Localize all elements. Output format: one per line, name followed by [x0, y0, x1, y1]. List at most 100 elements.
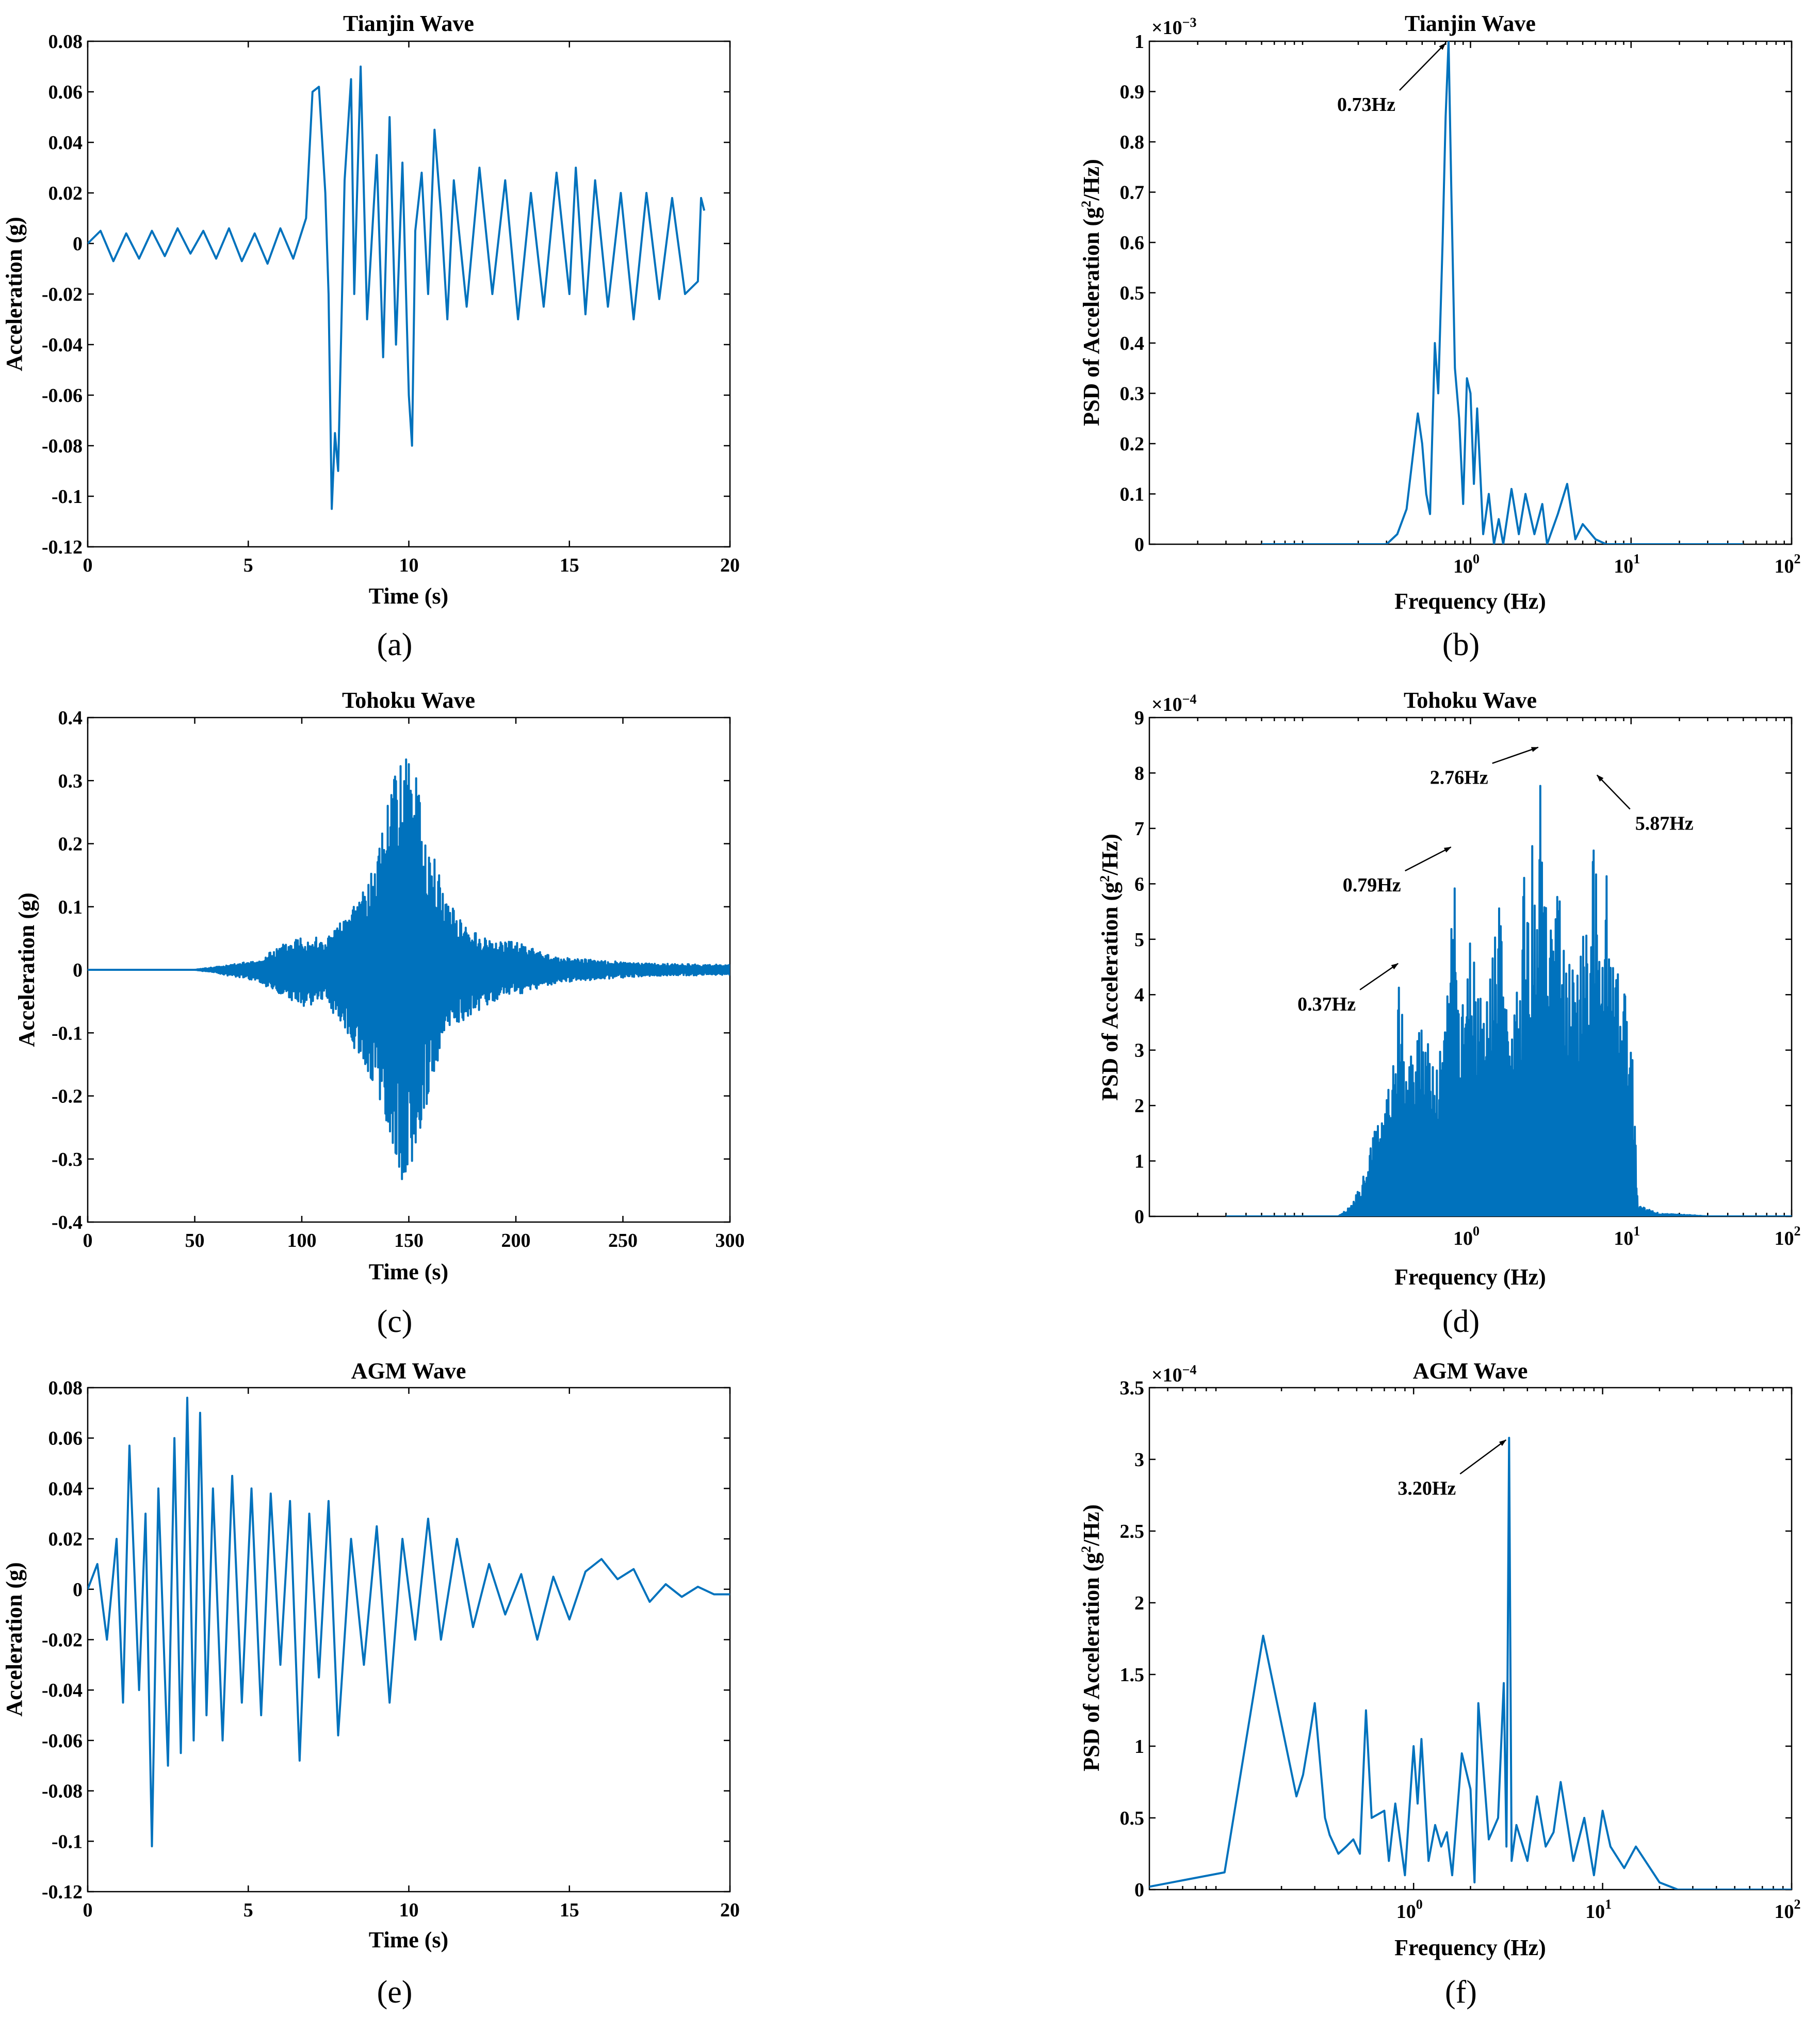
panel-b-series — [1261, 41, 1744, 544]
panel-e-ytick-label: -0.12 — [42, 1881, 83, 1903]
panel-d-ytick-label: 9 — [1134, 707, 1144, 729]
panel-a-ytick-label: 0.04 — [48, 132, 83, 154]
panel-a-xtick-label: 20 — [720, 555, 740, 576]
panel-a-xtick-label: 15 — [560, 555, 579, 576]
panel-d-ylabel-pre: PSD of Acceleration (g — [1097, 882, 1123, 1101]
panel-e-xtick-label: 5 — [243, 1899, 253, 1921]
panel-e-xtick-label: 15 — [560, 1899, 579, 1921]
panel-d-annotation-label: 5.87Hz — [1635, 812, 1694, 834]
panel-f-annotation-arrow — [1459, 1439, 1507, 1475]
panel-b-ytick-label: 1 — [1134, 31, 1144, 53]
panel-b-ytick-label: 0.3 — [1120, 383, 1145, 405]
panel-c-ylabel: Acceleration (g) — [14, 892, 39, 1047]
panel-b-series-line — [1261, 41, 1744, 544]
panel-f-plot: 0 0.5 1 1.5 2 2.5 3 3.5 100 101 102 3.20Hz — [1120, 1377, 1801, 1923]
panel-c-xtick-label: 100 — [287, 1230, 317, 1251]
panel-b-ytick-label: 0 — [1134, 534, 1144, 556]
panel-b-xtick-label: 100 — [1453, 551, 1480, 577]
panel-a-ytick-label: 0.02 — [48, 183, 83, 204]
panel-b-ylabel-post: /Hz) — [1079, 159, 1104, 201]
panel-c-xtick-label: 150 — [394, 1230, 424, 1251]
panel-d-annotation-label: 2.76Hz — [1430, 767, 1488, 789]
panel-d-ytick-label: 7 — [1134, 818, 1144, 840]
panel-e-ytick-label: 0 — [73, 1579, 83, 1601]
panel-d-title: Tohoku Wave — [1404, 688, 1537, 713]
panel-f-ylabel-post: /Hz) — [1079, 1504, 1104, 1547]
panel-a-ytick-label: -0.06 — [42, 385, 83, 406]
panel-a-texts: Tianjin Wave Time (s) Acceleration (g) (… — [2, 11, 474, 662]
panel-d-ytick-label: 6 — [1134, 873, 1144, 895]
panel-c-xtick-label: 300 — [716, 1230, 745, 1251]
panel-f-xtick-label: 101 — [1585, 1897, 1612, 1923]
panel-d-xlabel: Frequency (Hz) — [1394, 1264, 1546, 1290]
panel-d-xtick-label: 100 — [1453, 1224, 1480, 1249]
panel-f-xtick-label: 100 — [1396, 1897, 1423, 1923]
panel-c-series-line — [88, 758, 730, 1180]
panel-a-axes-box — [87, 40, 731, 548]
panel-a-plot: -0.12 -0.1 -0.08 -0.06 -0.04 -0.02 0 0.02 0.04 0.… — [42, 31, 740, 576]
panel-f-ylabel: PSD of Acceleration (g2/Hz) — [1079, 1504, 1104, 1771]
panel-a-xtick-label: 10 — [399, 555, 419, 576]
panel-a-xtick-label: 0 — [83, 555, 93, 576]
panel-e-plot: -0.12 -0.1 -0.08 -0.06 -0.04 -0.02 0 0.02 0.04 0.… — [42, 1377, 740, 1921]
panel-c-ytick-label: -0.2 — [52, 1086, 83, 1108]
panel-e-label: (e) — [377, 1975, 413, 2010]
panel-d-xtick-label: 102 — [1775, 1224, 1801, 1249]
panel-f-exponent-base: ×10 — [1151, 1364, 1182, 1386]
panel-f-label: (f) — [1445, 1975, 1477, 2010]
panel-c-xlabel: Time (s) — [369, 1259, 448, 1284]
panel-d-ytick-label: 8 — [1134, 762, 1144, 784]
panel-f-exponent: ×10−4 — [1151, 1362, 1196, 1386]
panel-c-plot: -0.4 -0.3 -0.2 -0.1 0 0.1 0.2 0.3 0.4 0 50 100 150 20… — [52, 707, 745, 1251]
panel-e-series — [88, 1396, 730, 1848]
panel-f-ylabel-sup: 2 — [1079, 1546, 1094, 1553]
panel-c-ytick-label: 0.4 — [58, 707, 83, 729]
panel-d-ytick-label: 1 — [1134, 1151, 1144, 1173]
panel-c-ytick-label: -0.1 — [52, 1022, 83, 1044]
panel-f-ytick-label: 1.5 — [1120, 1664, 1145, 1686]
panel-b-exponent: ×10−3 — [1151, 15, 1196, 39]
panel-c-ytick-label: 0.2 — [58, 834, 83, 855]
panel-e-texts: AGM Wave Time (s) Acceleration (g) (e) — [2, 1358, 466, 2010]
panel-a-ytick-label: -0.12 — [42, 536, 83, 558]
panel-e-ytick-label: -0.04 — [42, 1680, 83, 1701]
panel-d-exponent-base: ×10 — [1151, 694, 1182, 715]
panel-c-ytick-label: 0.3 — [58, 770, 83, 792]
panel-d-ytick-label: 2 — [1134, 1095, 1144, 1117]
panel-e-xlabel: Time (s) — [369, 1927, 448, 1953]
panel-e-xtick-label: 20 — [720, 1899, 740, 1921]
panel-f-ytick-label: 0 — [1134, 1879, 1144, 1901]
panel-b-annotation-arrow — [1399, 43, 1446, 91]
panel-f-ytick-label: 3.5 — [1120, 1377, 1145, 1399]
panel-e-axes-box — [87, 1387, 731, 1893]
panel-b-annotation-label: 0.73Hz — [1337, 94, 1395, 116]
panel-e-ytick-label: 0.04 — [48, 1478, 83, 1500]
panel-b-exponent-power: −3 — [1182, 15, 1197, 30]
panel-c-xtick-label: 250 — [608, 1230, 638, 1251]
panel-f-exponent-power: −4 — [1182, 1362, 1197, 1377]
panel-b-ytick-label: 0.9 — [1120, 82, 1145, 103]
panel-f-ytick-label: 3 — [1134, 1449, 1144, 1471]
panel-a-series — [88, 66, 706, 510]
panel-d-ytick-label: 3 — [1134, 1040, 1144, 1062]
panel-a-ytick-label: 0.06 — [48, 82, 83, 103]
panel-f-ylabel-pre: PSD of Acceleration (g — [1079, 1553, 1104, 1771]
panel-e-ylabel: Acceleration (g) — [2, 1562, 27, 1716]
panel-d-ylabel-sup: 2 — [1097, 875, 1112, 882]
panel-d-ylabel-post: /Hz) — [1097, 834, 1123, 876]
panel-e-ytick-label: -0.1 — [52, 1831, 83, 1852]
panel-f-title: AGM Wave — [1413, 1358, 1528, 1384]
panel-a-series-line — [88, 66, 706, 510]
panel-a-ytick-label: 0.08 — [48, 31, 83, 53]
panel-e-ytick-label: -0.08 — [42, 1781, 83, 1802]
panel-d-label: (d) — [1442, 1304, 1480, 1339]
panel-c-ytick-label: -0.3 — [52, 1149, 83, 1170]
panel-c-texts: Tohoku Wave Time (s) Acceleration (g) (c… — [14, 688, 475, 1339]
panel-d-series-line — [1225, 785, 1792, 1216]
panel-a-title: Tianjin Wave — [343, 11, 474, 36]
panel-d-annotation-label: 0.37Hz — [1297, 994, 1356, 1015]
panel-b-ytick-label: 0.2 — [1120, 433, 1145, 455]
panel-a-ytick-label: -0.02 — [42, 284, 83, 305]
panel-b-ytick-label: 0.7 — [1120, 182, 1145, 204]
